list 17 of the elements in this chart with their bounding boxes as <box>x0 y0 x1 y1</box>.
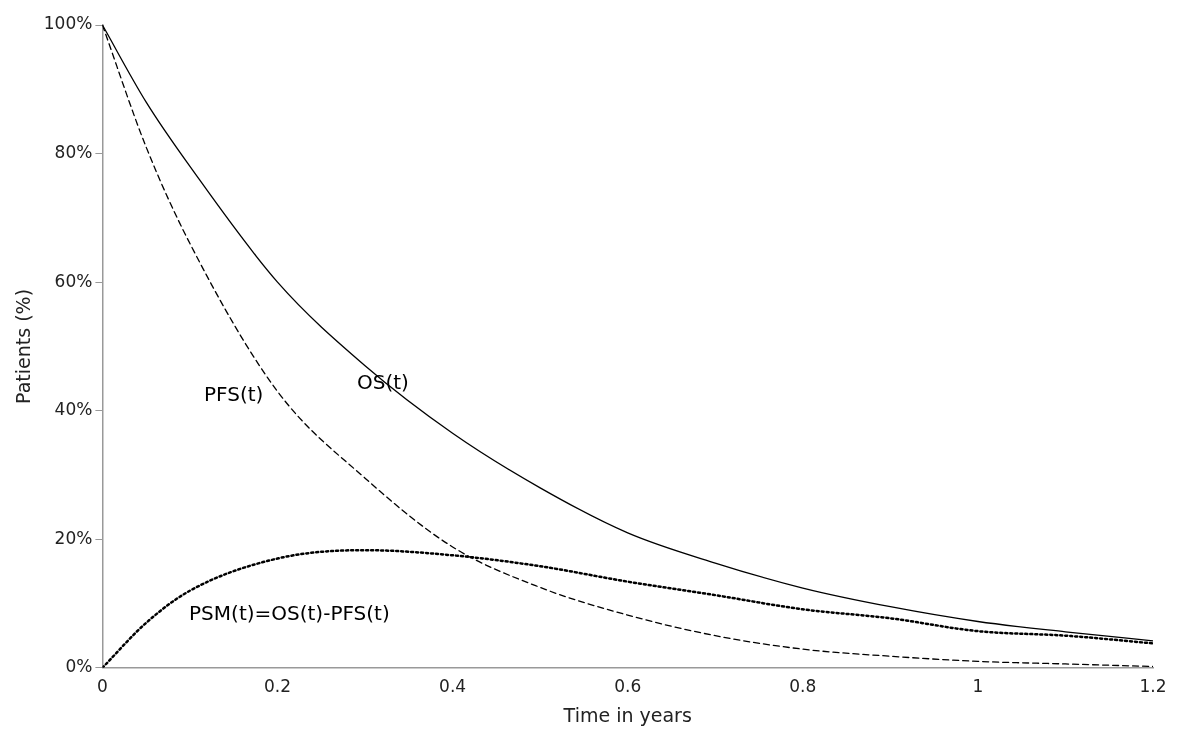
series-label: PFS(t) <box>204 382 264 407</box>
y-tick-label: 80% <box>54 141 93 162</box>
x-tick-label: 0 <box>96 676 108 697</box>
x-tick-label: 1 <box>972 676 984 697</box>
y-tick-label: 20% <box>54 527 93 548</box>
x-axis-title: Time in years <box>562 703 692 726</box>
y-tick-label: 40% <box>54 399 93 420</box>
x-tick-label: 1.2 <box>1139 676 1167 697</box>
y-tick-label: 60% <box>54 270 93 291</box>
x-tick-label: 0.6 <box>614 676 642 697</box>
x-tick-label: 0.8 <box>789 676 817 697</box>
series-label: PSM(t)=OS(t)-PFS(t) <box>189 600 390 625</box>
y-tick-label: 0% <box>65 656 93 677</box>
y-axis-title: Patients (%) <box>12 288 35 404</box>
x-tick-label: 0.4 <box>439 676 467 697</box>
x-tick-label: 0.2 <box>263 676 292 697</box>
y-tick-label: 100% <box>43 13 93 34</box>
